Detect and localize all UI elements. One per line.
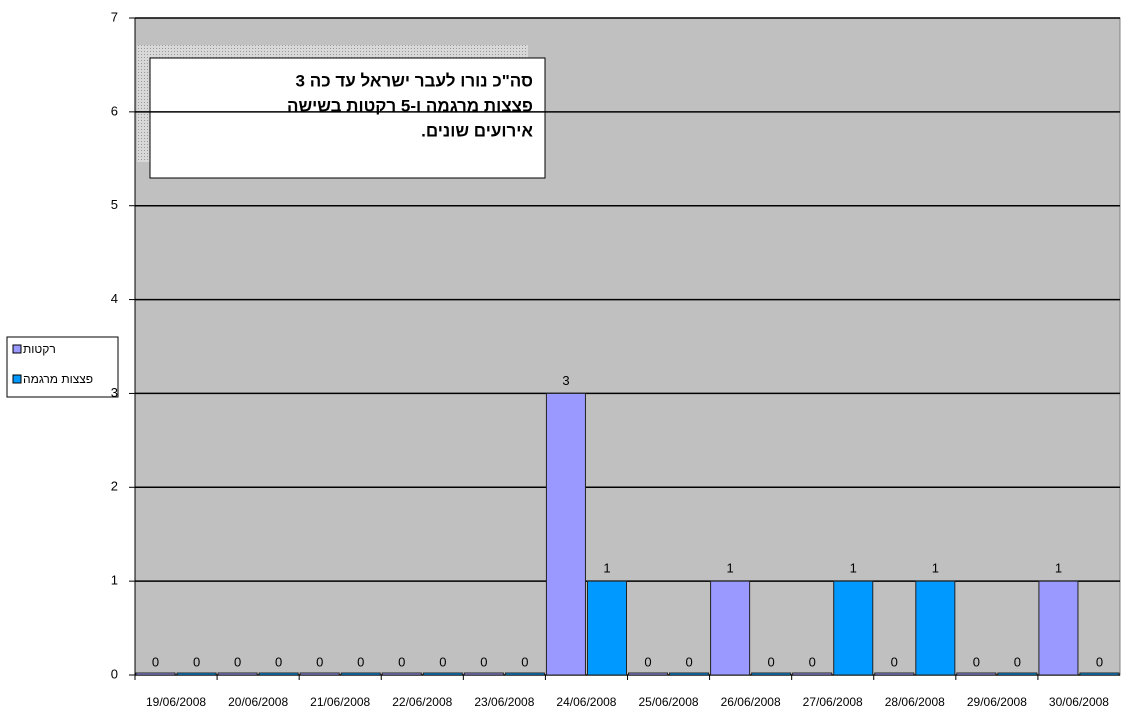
value-label: 0 xyxy=(193,654,200,669)
x-tick-label: 22/06/2008 xyxy=(392,695,452,709)
y-tick-label: 2 xyxy=(111,479,118,494)
legend-label: פצצות מרגמה xyxy=(23,372,93,386)
value-label: 0 xyxy=(439,654,446,669)
value-label: 0 xyxy=(768,654,775,669)
bar xyxy=(833,580,874,676)
y-tick-label: 3 xyxy=(111,385,118,400)
y-tick-label: 4 xyxy=(111,291,118,306)
x-tick-label: 20/06/2008 xyxy=(228,695,288,709)
value-label: 0 xyxy=(685,654,692,669)
bar xyxy=(463,672,504,676)
bar xyxy=(504,672,545,676)
value-label: 3 xyxy=(562,373,569,388)
bar xyxy=(956,672,997,676)
x-tick-label: 23/06/2008 xyxy=(474,695,534,709)
value-label: 0 xyxy=(644,654,651,669)
x-tick-label: 29/06/2008 xyxy=(967,695,1027,709)
value-label: 0 xyxy=(1014,654,1021,669)
bar xyxy=(792,672,833,676)
bar xyxy=(422,672,463,676)
bar xyxy=(1038,580,1079,676)
value-label: 1 xyxy=(932,561,939,576)
bar xyxy=(258,672,299,676)
x-tick-label: 21/06/2008 xyxy=(310,695,370,709)
x-tick-label: 28/06/2008 xyxy=(885,695,945,709)
annotation-text: סה"כ נורו לעבר ישראל עד כה 3 xyxy=(296,71,533,90)
y-tick-label: 7 xyxy=(111,9,118,24)
value-label: 0 xyxy=(891,654,898,669)
bar xyxy=(299,672,340,676)
bar xyxy=(176,672,217,676)
bar xyxy=(751,672,792,676)
legend xyxy=(6,336,119,398)
legend-swatch xyxy=(12,344,22,354)
annotation-box xyxy=(149,57,546,179)
y-tick-label: 5 xyxy=(111,197,118,212)
x-tick-label: 19/06/2008 xyxy=(146,695,206,709)
bar xyxy=(1079,672,1120,676)
value-label: 0 xyxy=(521,654,528,669)
annotation-text: פצצות מרגמה ו-5 רקטות בשישה xyxy=(287,96,533,115)
value-label: 1 xyxy=(726,561,733,576)
x-tick-label: 25/06/2008 xyxy=(639,695,699,709)
value-label: 0 xyxy=(398,654,405,669)
value-label: 0 xyxy=(1096,654,1103,669)
x-tick-label: 27/06/2008 xyxy=(803,695,863,709)
value-label: 1 xyxy=(850,561,857,576)
value-label: 1 xyxy=(603,561,610,576)
legend-swatch xyxy=(12,374,22,384)
y-tick-label: 0 xyxy=(111,666,118,681)
bar xyxy=(217,672,258,676)
value-label: 0 xyxy=(275,654,282,669)
annotation-text: אירועים שונים. xyxy=(421,121,533,140)
bar xyxy=(997,672,1038,676)
x-tick-label: 26/06/2008 xyxy=(721,695,781,709)
value-label: 0 xyxy=(809,654,816,669)
value-label: 0 xyxy=(357,654,364,669)
bar xyxy=(874,672,915,676)
x-tick-label: 24/06/2008 xyxy=(556,695,616,709)
legend-label: רקטות xyxy=(23,342,56,356)
bar xyxy=(915,580,956,676)
bar xyxy=(628,672,669,676)
value-label: 0 xyxy=(973,654,980,669)
value-label: 0 xyxy=(316,654,323,669)
y-tick-label: 1 xyxy=(111,573,118,588)
value-label: 0 xyxy=(152,654,159,669)
y-tick-label: 6 xyxy=(111,103,118,118)
value-label: 0 xyxy=(234,654,241,669)
bar xyxy=(669,672,710,676)
value-label: 0 xyxy=(480,654,487,669)
bar xyxy=(381,672,422,676)
bar xyxy=(135,672,176,676)
bar xyxy=(545,392,586,676)
bar xyxy=(340,672,381,676)
bar xyxy=(710,580,751,676)
x-tick-label: 30/06/2008 xyxy=(1049,695,1109,709)
value-label: 1 xyxy=(1055,561,1062,576)
bar xyxy=(586,580,627,676)
